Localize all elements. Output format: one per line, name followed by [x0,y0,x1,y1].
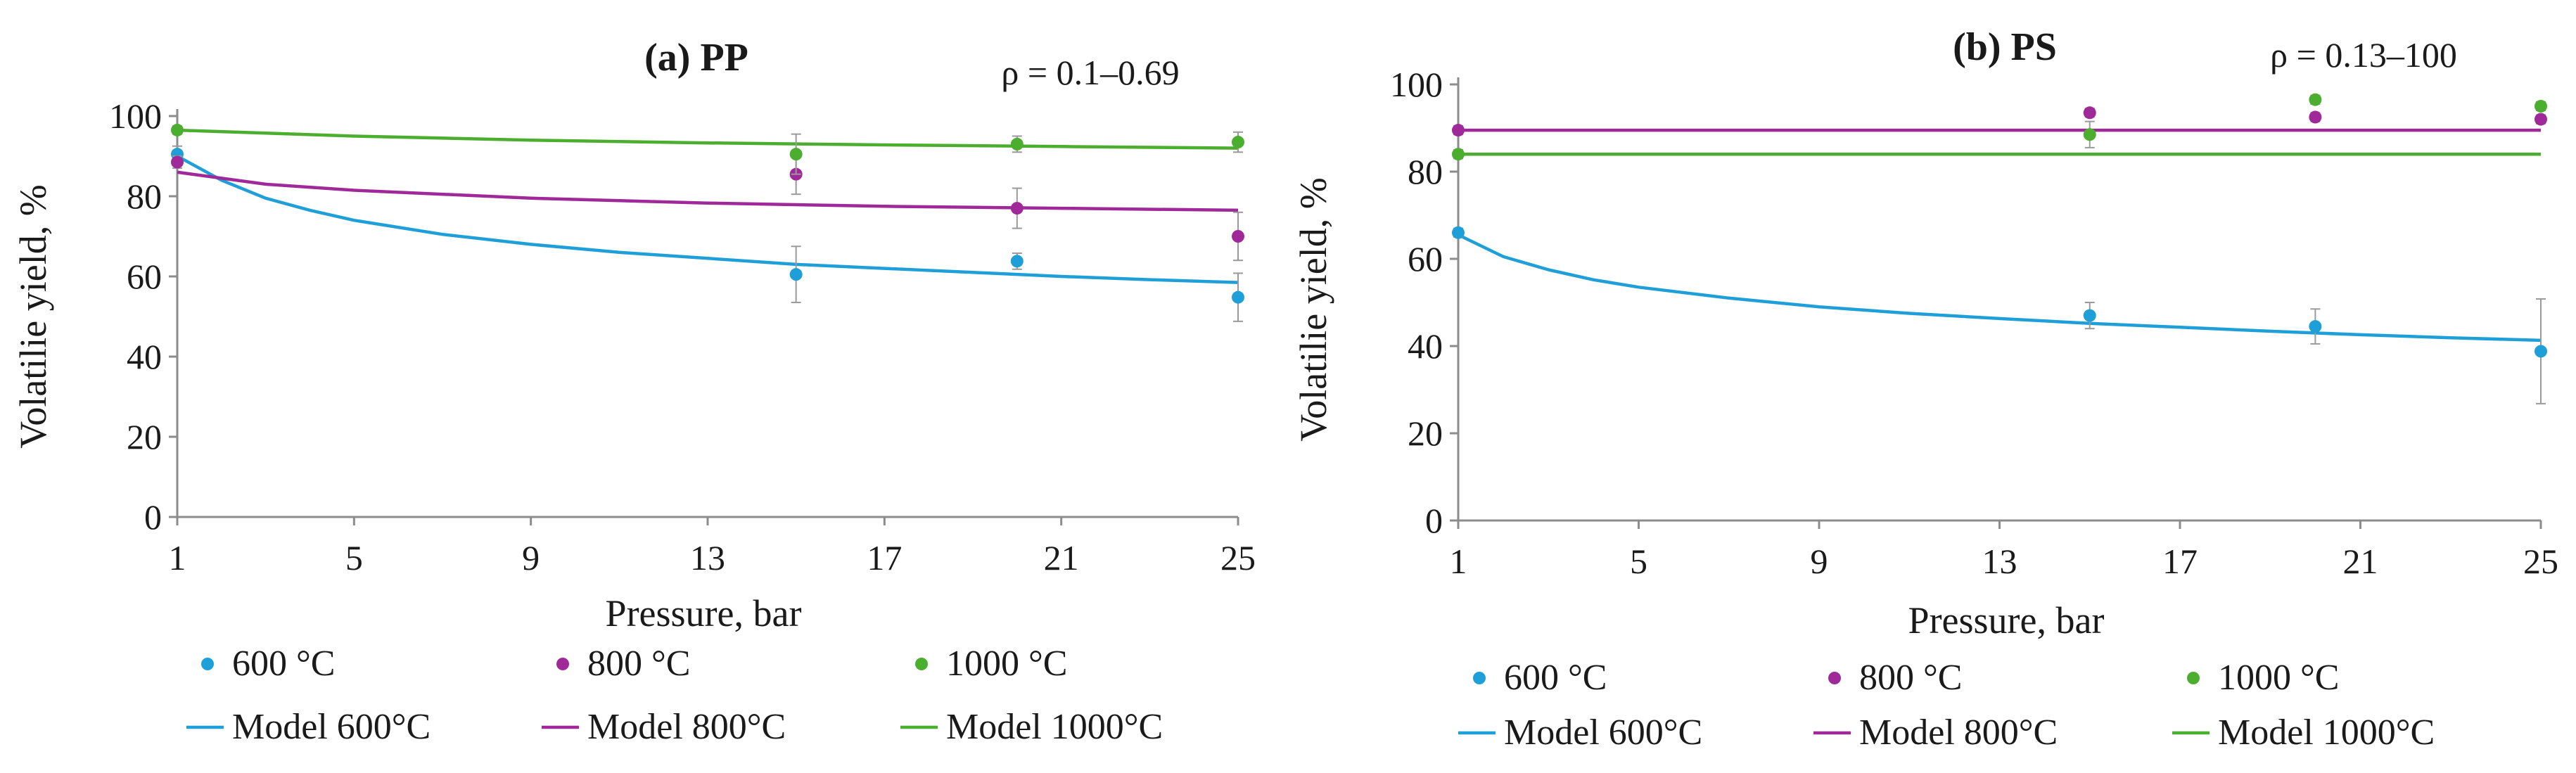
data-point-1000-c [2534,100,2547,113]
legend-marker [2187,672,2200,684]
data-point-600-c [2309,320,2322,333]
series-line-model-600-c [176,155,1239,284]
y-tick-label: 0 [144,497,162,537]
y-tick-label: 60 [1408,239,1443,279]
x-axis-label: Pressure, bar [1908,599,2105,641]
y-tick-label: 60 [127,257,162,296]
x-tick-label: 13 [690,538,725,577]
legend-label: Model 1000°C [946,707,1163,747]
y-tick-label: 100 [109,96,162,136]
data-point-800-c [1452,124,1465,137]
legend-marker [1828,672,1841,684]
data-point-800-c [171,155,184,169]
data-point-800-c [2534,113,2547,126]
x-tick-label: 25 [2523,542,2558,581]
x-tick-label: 13 [1982,542,2017,581]
y-tick-label: 20 [127,417,162,456]
data-point-600-c [2534,345,2547,358]
legend-label: 1000 °C [946,644,1067,684]
x-tick-label: 21 [2343,542,2378,581]
data-point-1000-c [171,123,184,136]
y-tick-label: 100 [1390,65,1443,104]
legend-label: Model 800°C [1859,713,2058,753]
data-point-800-c [2309,110,2322,124]
chart-title: (a) PP [644,36,748,79]
series-line-model-600-c [1458,233,2542,343]
x-tick-label: 5 [1630,542,1647,581]
x-tick-label: 1 [1450,542,1467,581]
legend-marker [201,658,214,670]
data-point-1000-c [2309,93,2322,106]
chart-annotation: ρ = 0.1–0.69 [1001,53,1179,92]
legend-label: 600 °C [232,644,335,684]
legend-marker [1473,672,1486,684]
chart-panel-1: (b) PS ρ = 0.13–100 0 20 40 60 80 100 1 5 9 13 17 21 2… [1292,25,2558,753]
legend-marker [556,658,569,670]
series-line-model-1000-c [177,128,1239,150]
data-point-800-c [1010,202,1024,215]
chart-panel-0: (a) PP ρ = 0.1–0.69 0 20 40 60 80 100 1 5 9 13 17 21 2… [12,36,1256,747]
legend-label: Model 600°C [1504,713,1702,753]
data-point-1000-c [2083,128,2096,141]
y-tick-label: 80 [1408,152,1443,191]
legend-label: 800 °C [1859,658,1962,698]
legend-label: Model 800°C [587,707,786,747]
data-point-1000-c [1452,148,1465,161]
y-axis-label: Volatilie yield, % [1292,177,1334,441]
y-tick-label: 40 [1408,326,1443,366]
x-tick-label: 9 [522,538,540,577]
data-point-600-c [1452,226,1465,239]
legend-label: 1000 °C [2218,658,2339,698]
data-point-1000-c [1010,137,1024,151]
data-point-600-c [1010,255,1024,268]
chart-annotation: ρ = 0.13–100 [2270,35,2457,75]
y-axis-label: Volatilie yield, % [12,184,54,448]
y-tick-label: 0 [1425,501,1443,540]
data-point-600-c [2083,309,2096,322]
data-point-800-c [1232,230,1244,243]
x-tick-label: 9 [1811,542,1828,581]
series-line-model-800-c [177,170,1239,212]
legend-marker [915,658,928,670]
x-tick-label: 17 [867,538,902,577]
x-tick-label: 1 [169,538,186,577]
legend-label: 800 °C [587,644,690,684]
x-tick-label: 21 [1044,538,1079,577]
x-axis-label: Pressure, bar [606,592,802,634]
legend-label: Model 600°C [232,707,431,747]
data-point-600-c [789,268,803,281]
data-point-800-c [2083,106,2096,120]
y-tick-label: 20 [1408,414,1443,453]
x-tick-label: 5 [345,538,363,577]
data-point-1000-c [789,148,803,161]
legend-label: 600 °C [1504,658,1607,698]
x-tick-label: 25 [1220,538,1256,577]
data-point-1000-c [1232,136,1244,149]
y-tick-label: 80 [127,177,162,216]
legend-label: Model 1000°C [2218,713,2435,753]
x-tick-label: 17 [2162,542,2198,581]
chart-title: (b) PS [1953,25,2057,69]
y-tick-label: 40 [127,337,162,376]
data-point-600-c [1232,290,1244,304]
